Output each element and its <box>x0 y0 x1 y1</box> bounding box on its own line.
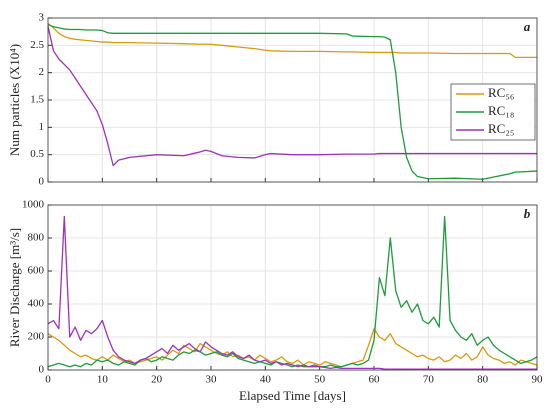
x-tick-label: 0 <box>45 374 51 386</box>
y-tick-label: 1.5 <box>30 94 44 106</box>
y-tick-label: 3 <box>39 12 45 24</box>
legend-label: RC₂₅ <box>488 121 514 136</box>
panel-label: b <box>524 206 531 221</box>
y-tick-label: 1000 <box>22 199 45 211</box>
legend-label: RC₁₈ <box>488 103 514 118</box>
x-axis-label: Elapsed Time [days] <box>239 388 346 403</box>
x-tick-label: 40 <box>260 374 272 386</box>
x-tick-label: 90 <box>532 374 544 386</box>
y-tick-label: 600 <box>28 265 45 277</box>
y-axis-label: Num particles (X10⁴) <box>7 44 22 156</box>
y-tick-label: 200 <box>28 331 45 343</box>
plot-area <box>48 205 537 370</box>
y-tick-label: 0 <box>39 176 45 188</box>
axes-frame <box>47 204 538 371</box>
x-tick-label: 70 <box>423 374 435 386</box>
y-tick-label: 800 <box>28 232 45 244</box>
series-line <box>47 22 537 59</box>
x-tick-label: 60 <box>369 374 381 386</box>
x-tick-label: 50 <box>314 374 326 386</box>
series-line <box>47 215 537 370</box>
series-line <box>47 215 538 368</box>
y-tick-label: 0.5 <box>30 148 44 160</box>
x-tick-label: 30 <box>206 374 218 386</box>
x-tick-label: 80 <box>477 374 489 386</box>
legend-label: RC₅₆ <box>488 85 514 100</box>
y-axis-label: River Discharge [m³/s] <box>7 228 22 347</box>
panel-label: a <box>524 19 531 34</box>
series-line <box>47 26 537 167</box>
y-tick-label: 2.5 <box>30 39 44 51</box>
series-line <box>47 328 538 368</box>
x-tick-label: 20 <box>151 374 163 386</box>
y-tick-label: 400 <box>28 298 45 310</box>
y-tick-label: 0 <box>39 364 45 376</box>
y-tick-label: 1 <box>39 121 45 133</box>
x-tick-label: 10 <box>97 374 109 386</box>
y-tick-label: 2 <box>39 66 45 78</box>
series-line <box>47 23 538 180</box>
axes-frame <box>47 17 538 183</box>
